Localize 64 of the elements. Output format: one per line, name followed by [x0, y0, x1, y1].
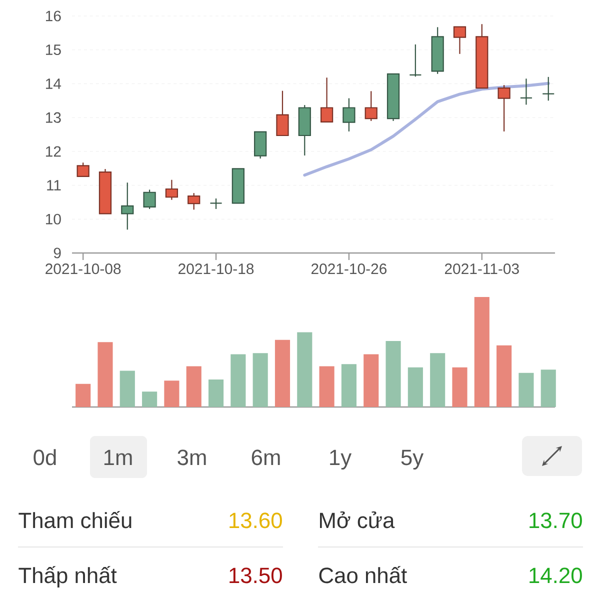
x-tick-label: 2021-10-26 [311, 264, 387, 274]
candlestick [409, 44, 422, 78]
bar [319, 366, 334, 407]
text: 1y [330, 450, 352, 470]
candlestick [520, 78, 533, 106]
bar [186, 366, 202, 407]
bar [297, 332, 312, 407]
y-tick-label: 11 [47, 180, 61, 190]
text: 13.70 [530, 512, 582, 528]
candlestick [210, 198, 222, 210]
bar [142, 392, 158, 407]
y-tick-label: 12 [46, 146, 61, 157]
text: 0d [34, 449, 56, 466]
bar [518, 372, 534, 407]
line-series [303, 82, 550, 177]
text: 5y [401, 450, 424, 470]
bar [341, 364, 356, 407]
bar [408, 367, 423, 407]
y-tick-label: 13 [46, 112, 61, 123]
bar [430, 353, 446, 407]
text: 14.20 [530, 568, 582, 584]
candlestick [498, 84, 510, 132]
y-tick-label: 16 [46, 10, 61, 22]
text: Thấp nhất [18, 566, 117, 588]
text: 1m [104, 450, 132, 465]
bar [98, 342, 113, 407]
candlestick [276, 90, 289, 136]
bar [386, 340, 401, 407]
y-tick-label: 14 [46, 78, 62, 89]
candlestick [165, 179, 178, 200]
bar [120, 370, 135, 407]
bar [452, 367, 468, 407]
text: 6m [252, 450, 280, 466]
candlestick [143, 189, 156, 210]
text: Cao nhất [319, 566, 407, 584]
candlestick [542, 76, 555, 102]
text: Mở cửa [320, 511, 395, 528]
bar [474, 296, 490, 407]
text: 13.60 [230, 512, 282, 528]
candlestick [453, 26, 466, 54]
bar [274, 340, 290, 407]
bar [164, 380, 180, 407]
text: 13.50 [230, 568, 282, 584]
bar [364, 354, 379, 407]
x-tick-label: 2021-10-08 [46, 264, 121, 274]
text: Tham chiếu [18, 511, 132, 528]
x-tick-label: 2021-11-03 [444, 264, 519, 274]
candlestick [76, 162, 90, 178]
bar [230, 354, 246, 407]
bar [496, 345, 512, 407]
candlestick [320, 77, 334, 123]
y-tick-label: 9 [54, 248, 61, 258]
candlestick [121, 182, 134, 230]
candlestick [188, 192, 200, 210]
candlestick [364, 90, 378, 122]
x-tick-label: 2021-10-18 [178, 264, 254, 274]
text: 3m [178, 450, 206, 466]
bar [76, 384, 91, 407]
candlestick [342, 98, 356, 132]
bar [252, 353, 268, 407]
bar [540, 370, 556, 407]
y-tick-label: 10 [46, 214, 61, 224]
y-tick-label: 15 [46, 44, 61, 56]
bar [208, 379, 224, 407]
